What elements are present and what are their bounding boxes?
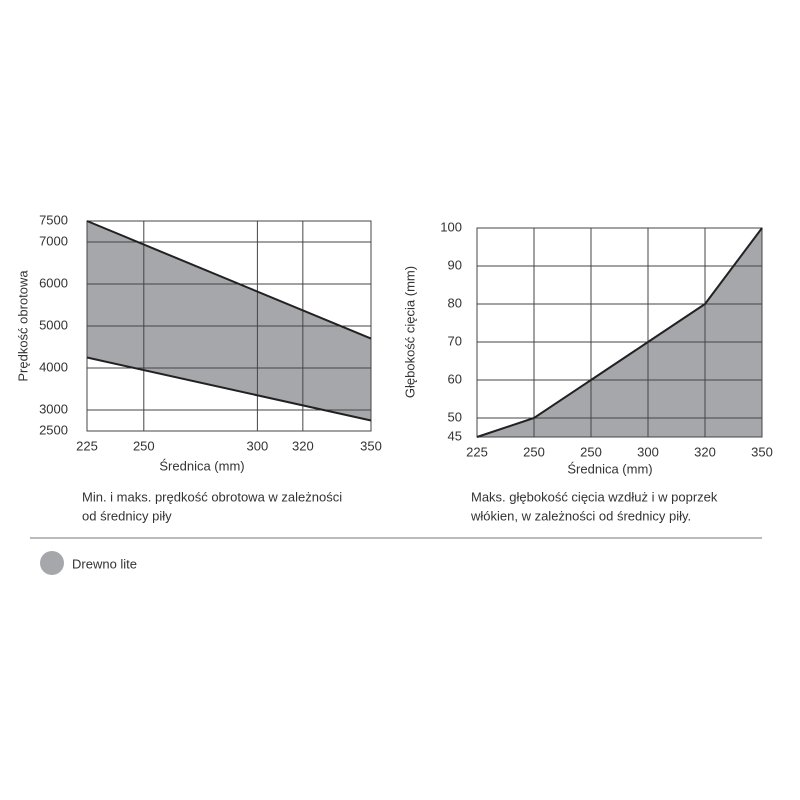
band-area <box>87 221 371 421</box>
y-tick-label: 45 <box>448 428 462 443</box>
x-tick-label: 250 <box>523 444 545 459</box>
y-tick-label: 100 <box>440 219 462 234</box>
y-tick-label: 70 <box>448 333 462 348</box>
x-axis-label: Średnica (mm) <box>159 458 244 473</box>
x-tick-label: 350 <box>751 444 773 459</box>
x-tick-label: 320 <box>694 444 716 459</box>
x-tick-label: 250 <box>580 444 602 459</box>
x-tick-label: 350 <box>360 438 382 453</box>
line <box>476 227 763 438</box>
plot-frame <box>476 227 763 438</box>
y-tick-label: 5000 <box>39 317 68 332</box>
caption: Maks. głębokość cięcia wzdłuż i w poprze… <box>471 489 718 504</box>
area <box>477 228 762 437</box>
y-tick-label: 6000 <box>39 275 68 290</box>
x-tick-label: 300 <box>247 438 269 453</box>
x-tick-label: 225 <box>76 438 98 453</box>
caption: włókien, w zależności od średnicy piły. <box>470 508 691 523</box>
plot-frame <box>86 220 372 432</box>
y-tick-label: 2500 <box>39 422 68 437</box>
y-tick-label: 50 <box>448 409 462 424</box>
legend-label: Drewno lite <box>72 556 137 571</box>
y-axis-label: Prędkość obrotowa <box>15 270 30 382</box>
x-tick-label: 300 <box>637 444 659 459</box>
y-tick-label: 3000 <box>39 401 68 416</box>
x-tick-label: 250 <box>133 438 155 453</box>
y-axis-label: Głębokość cięcia (mm) <box>402 266 417 398</box>
y-tick-label: 90 <box>448 257 462 272</box>
legend-swatch <box>40 551 64 575</box>
y-tick-label: 7000 <box>39 233 68 248</box>
caption: od średnicy piły <box>82 508 172 523</box>
y-tick-label: 4000 <box>39 359 68 374</box>
line <box>86 356 372 422</box>
line <box>86 220 372 340</box>
y-tick-label: 7500 <box>39 212 68 227</box>
x-tick-label: 320 <box>292 438 314 453</box>
x-axis-label: Średnica (mm) <box>567 461 652 476</box>
caption: Min. i maks. prędkość obrotowa w zależno… <box>82 489 342 504</box>
y-tick-label: 60 <box>448 371 462 386</box>
y-tick-label: 80 <box>448 295 462 310</box>
x-tick-label: 225 <box>466 444 488 459</box>
